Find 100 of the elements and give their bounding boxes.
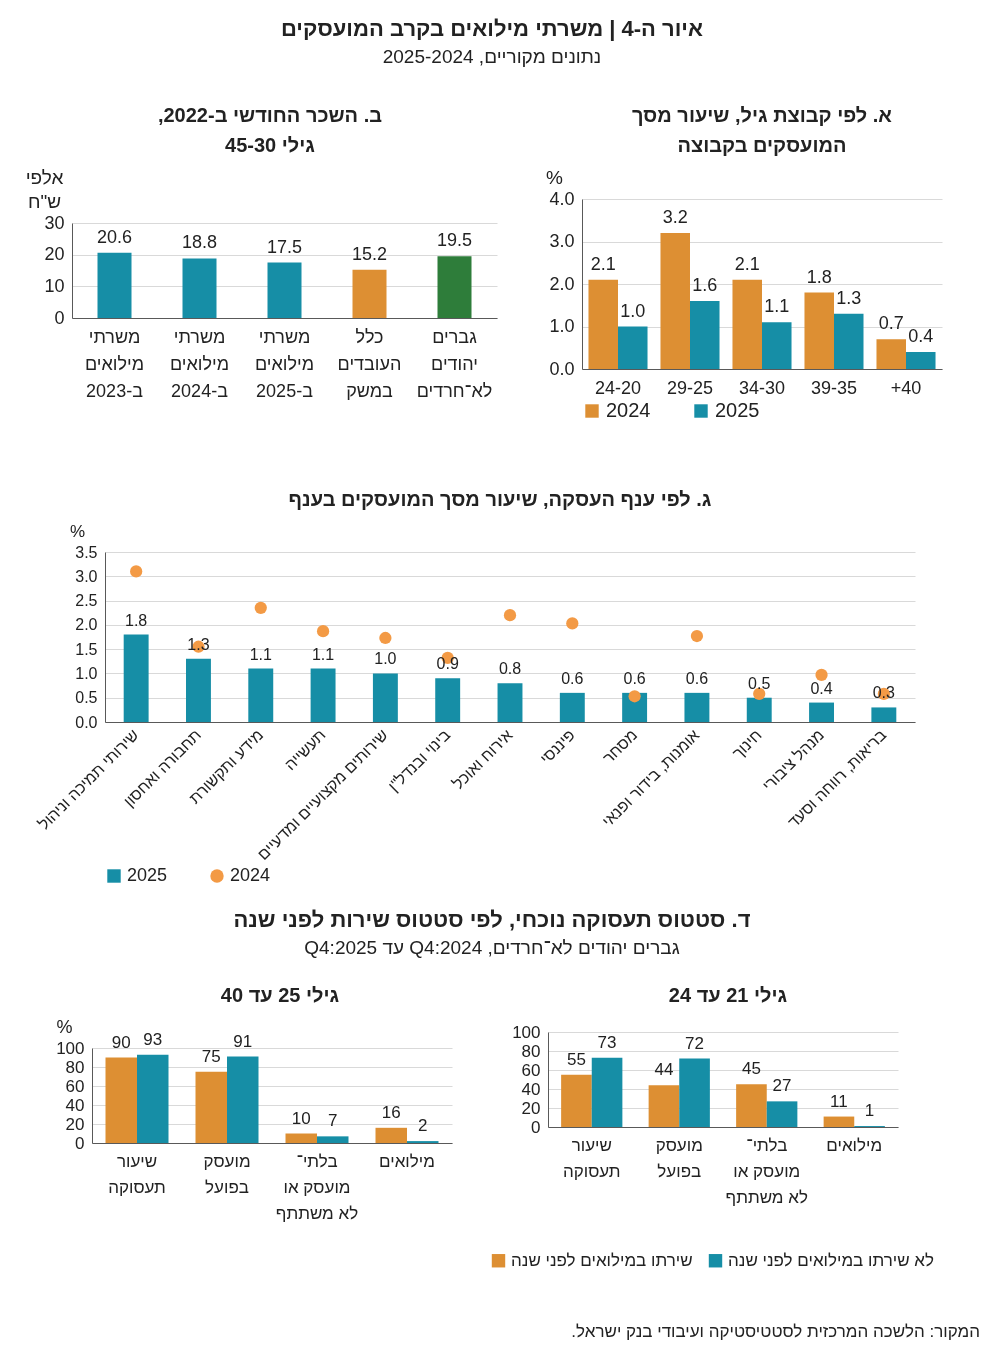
chart-title: ב. השכר החודשי ב-2022, גילי 45-30: [156, 103, 384, 158]
point: [815, 668, 828, 681]
chart-title: א. לפי קבוצת גיל, שיעור מסך המועסקים בקבוצה: [631, 103, 893, 158]
data-label: 2.1: [734, 253, 760, 274]
data-label: 1.1: [249, 645, 272, 663]
x-tick-label: מועסק בפועל: [203, 1151, 251, 1197]
data-label: 93: [143, 1029, 163, 1049]
legend-label: 2025: [715, 399, 760, 421]
point: [379, 631, 392, 645]
data-label: 3.2: [662, 207, 688, 227]
x-tick-label: 24-20: [594, 377, 642, 398]
bar: [97, 252, 132, 318]
y-tick-label: 20: [65, 1114, 85, 1134]
bar: [310, 668, 336, 722]
x-tick-label: מילואים: [379, 1151, 435, 1171]
bar: [906, 352, 936, 369]
data-label: 91: [233, 1031, 253, 1051]
data-label: 1.3: [187, 635, 210, 653]
bar: [591, 1057, 623, 1127]
x-tick-label: משרתי מילואים ב-2025: [254, 326, 315, 401]
data-label: 16: [381, 1102, 401, 1122]
y-tick-label: 4.0: [549, 188, 575, 209]
y-tick-label: 20: [44, 244, 65, 265]
bar: [372, 673, 398, 722]
y-tick-label: 0.0: [549, 358, 575, 379]
bar: [435, 678, 461, 722]
data-label: 18.8: [181, 232, 218, 253]
bar: [561, 1074, 592, 1127]
text: המקור: הלשכה המרכזית לסטטיסטיקה ועיבודי בנק ישראל.: [570, 1322, 980, 1342]
x-tick-label: מועסק בפועל: [655, 1135, 703, 1181]
data-label: 0.6: [623, 669, 646, 687]
chart-title: ג. לפי ענף העסקה, שיעור מסך המועסקים בענף: [287, 487, 713, 512]
legend-label: לא שירתו במילואים לפני שנה: [728, 1250, 934, 1270]
data-label: 1.8: [125, 611, 148, 629]
bar: [137, 1054, 169, 1143]
legend-label: שירתו במילואים לפני שנה: [511, 1250, 693, 1270]
y-axis-title: %: [56, 1016, 73, 1037]
data-label: 17.5: [266, 236, 303, 257]
data-label: 20.6: [96, 226, 133, 247]
data-label: 2.1: [590, 253, 616, 274]
y-tick-label: 0: [75, 1133, 85, 1153]
data-label: 73: [597, 1032, 617, 1052]
y-tick-label: 0: [531, 1117, 541, 1137]
bar: [618, 326, 648, 369]
data-label: 0.6: [685, 669, 709, 687]
y-tick-label: 1.0: [75, 664, 98, 682]
y-axis-title: %: [546, 166, 564, 188]
bar: [588, 279, 618, 369]
x-tick-label: בלתי־מועסק או לא משתתף: [275, 1151, 359, 1223]
bar: [660, 233, 690, 369]
data-label: 0.3: [872, 684, 896, 702]
x-tick-label: תעשייה: [281, 726, 329, 774]
bar: [871, 707, 897, 722]
y-tick-label: 80: [521, 1041, 541, 1061]
bar: [804, 292, 834, 369]
x-tick-label: 29-25: [666, 377, 714, 398]
bar: [123, 634, 149, 722]
bar: [497, 683, 523, 722]
data-label: 15.2: [351, 243, 388, 264]
bar: [648, 1085, 680, 1127]
bar: [766, 1101, 798, 1127]
legend-label: 2024: [606, 399, 651, 421]
chart-title: גילי 25 עד 40: [219, 983, 341, 1008]
bar: [195, 1071, 227, 1143]
y-tick-label: 60: [65, 1076, 85, 1096]
data-label: 0.5: [748, 674, 771, 692]
legend-label: 2024: [230, 865, 271, 885]
y-tick-label: 1.5: [75, 640, 98, 658]
bar: [227, 1056, 259, 1143]
bar: [437, 256, 472, 318]
x-tick-label: פיננסי: [536, 726, 578, 768]
bar: [352, 269, 387, 318]
x-tick-label: בלתי־מועסק או לא משתתף: [725, 1135, 808, 1207]
data-label: 19.5: [436, 230, 473, 251]
y-tick-label: 30: [44, 212, 65, 233]
text: גברים יהודים לא־חרדים, 2024:Q4 עד 2025:Q4: [303, 936, 681, 960]
bar: [736, 1084, 767, 1127]
bar: [679, 1058, 710, 1127]
x-tick-label: מילואים: [826, 1135, 883, 1155]
data-label: 0.8: [498, 660, 522, 678]
point: [316, 625, 330, 638]
y-tick-label: 40: [65, 1095, 85, 1115]
y-tick-label: 80: [65, 1057, 85, 1077]
bar: [186, 658, 211, 722]
data-label: 7: [328, 1111, 338, 1131]
bar: [267, 262, 302, 318]
y-tick-label: 0.5: [75, 689, 98, 707]
bar: [823, 1116, 855, 1127]
y-tick-label: 3.0: [75, 567, 98, 585]
bar: [285, 1133, 317, 1143]
data-label: 0.6: [561, 669, 584, 687]
y-tick-label: 3.5: [75, 543, 98, 561]
x-tick-label: +40: [890, 377, 922, 398]
point: [690, 629, 704, 643]
data-label: 27: [772, 1076, 792, 1096]
y-tick-label: 60: [521, 1060, 541, 1080]
y-tick-label: 10: [44, 275, 65, 296]
bar: [182, 258, 217, 318]
data-label: 0.7: [878, 313, 904, 334]
x-tick-label: חינוך: [729, 726, 765, 762]
